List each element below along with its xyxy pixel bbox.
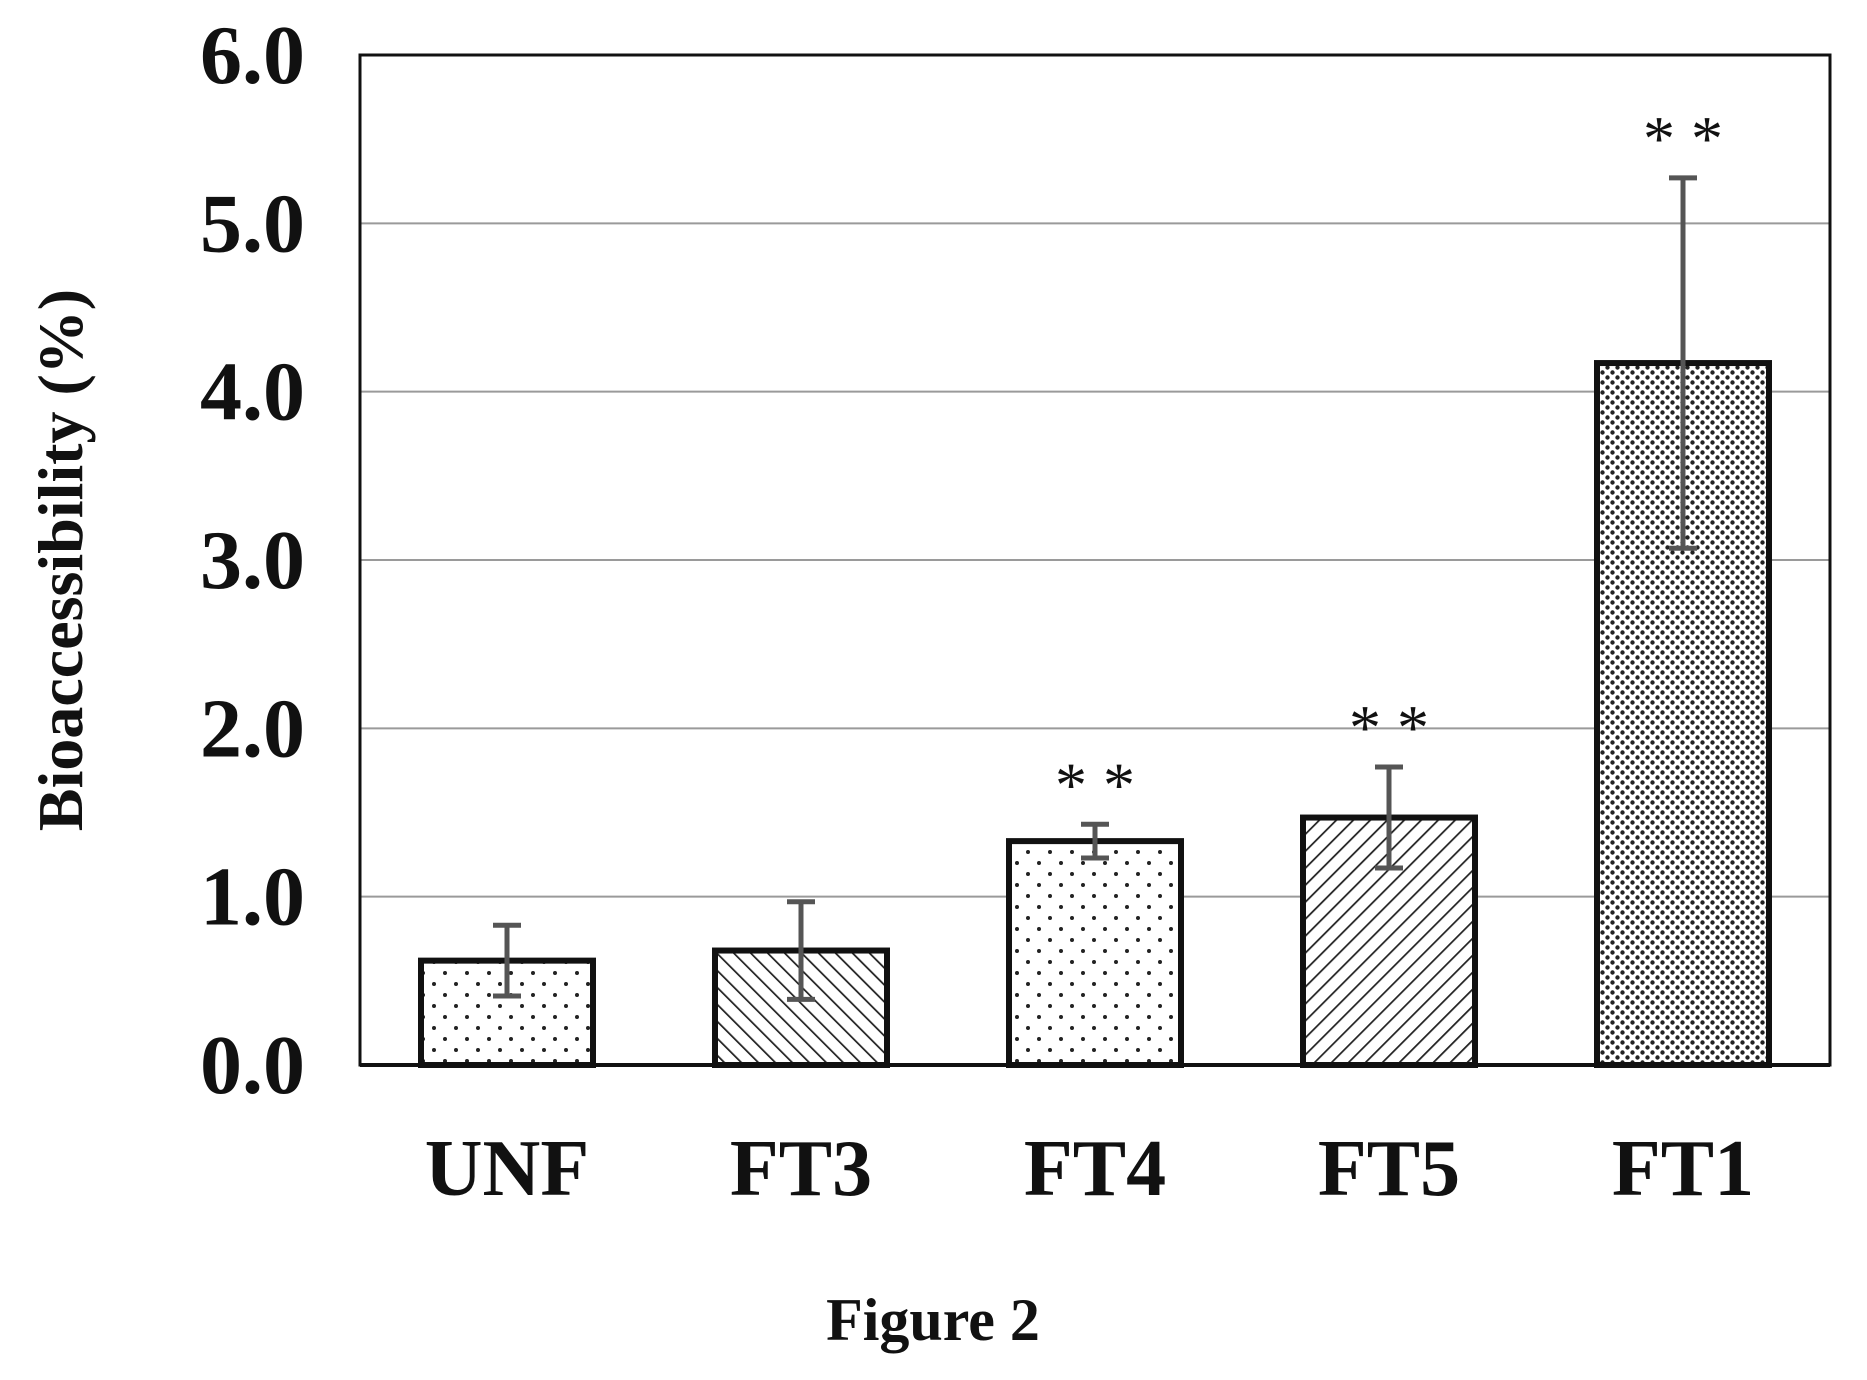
x-category-label: FT3	[730, 1125, 872, 1213]
x-category-label: FT4	[1024, 1125, 1166, 1213]
y-tick-label: 3.0	[200, 514, 305, 607]
gridlines	[360, 222, 1830, 898]
error-bar-ft5	[1375, 764, 1403, 871]
bar-ft4	[1006, 838, 1184, 1068]
error-bar-unf	[493, 922, 521, 999]
x-category-labels: UNF FT3 FT4 FT5 FT1	[425, 1125, 1754, 1213]
significance-marks: * * * * * *	[1055, 103, 1723, 820]
significance-mark: * *	[1055, 749, 1135, 820]
x-category-label: FT1	[1612, 1125, 1754, 1213]
significance-mark: * *	[1643, 103, 1723, 174]
figure-caption: Figure 2	[826, 1287, 1040, 1353]
y-tick-label: 0.0	[200, 1019, 305, 1112]
x-category-label: FT5	[1318, 1125, 1460, 1213]
y-tick-label: 5.0	[200, 177, 305, 270]
error-bar-ft4	[1081, 821, 1109, 861]
y-axis-title: Bioaccessibility (%)	[25, 289, 96, 831]
y-tick-label: 2.0	[200, 682, 305, 775]
y-tick-label: 6.0	[200, 9, 305, 102]
x-category-label: UNF	[425, 1125, 589, 1213]
significance-mark: * *	[1349, 692, 1429, 763]
error-bar-ft1	[1669, 175, 1697, 551]
bars	[418, 360, 1772, 1069]
y-tick-labels: 0.0 1.0 2.0 3.0 4.0 5.0 6.0	[200, 9, 305, 1112]
y-tick-label: 1.0	[200, 851, 305, 944]
error-bar-ft3	[787, 899, 815, 1002]
error-bars	[493, 175, 1697, 1002]
y-tick-label: 4.0	[200, 346, 305, 439]
